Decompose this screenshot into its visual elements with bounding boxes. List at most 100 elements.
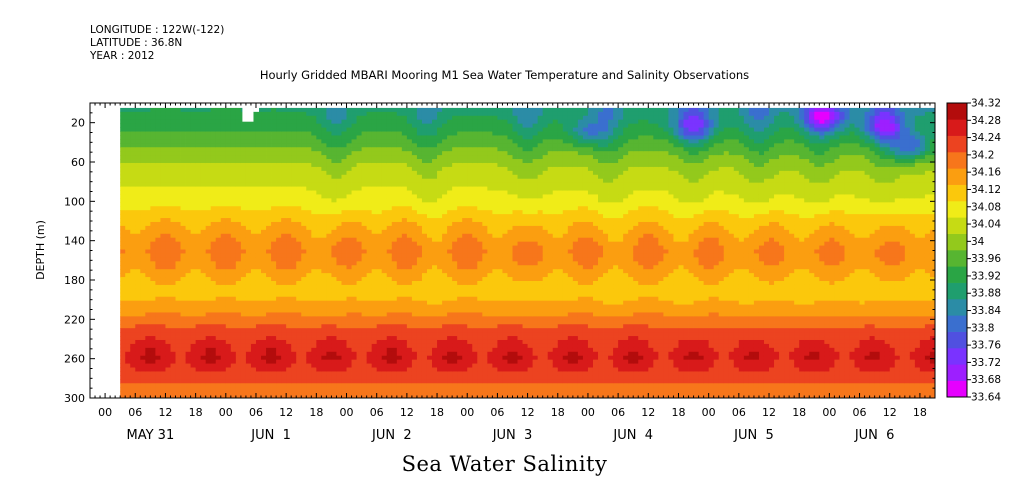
heatmap-cell xyxy=(401,249,408,254)
heatmap-cell xyxy=(135,202,141,207)
heatmap-cell xyxy=(416,147,423,152)
heatmap-cell xyxy=(195,375,202,380)
heatmap-cell xyxy=(396,379,403,384)
heatmap-cell xyxy=(386,320,393,325)
heatmap-cell xyxy=(255,371,262,376)
heatmap-cell xyxy=(426,280,433,286)
heatmap-cell xyxy=(346,202,352,207)
heatmap-cell xyxy=(286,221,292,227)
heatmap-cell xyxy=(140,115,146,121)
heatmap-cell xyxy=(235,347,242,353)
heatmap-cell xyxy=(361,182,368,187)
heatmap-cell xyxy=(331,225,337,231)
heatmap-cell xyxy=(311,139,317,144)
heatmap-cell xyxy=(245,379,252,384)
heatmap-cell xyxy=(326,111,332,117)
heatmap-cell xyxy=(200,359,207,364)
heatmap-cell xyxy=(240,265,247,270)
heatmap-cell xyxy=(376,387,383,392)
heatmap-cell xyxy=(185,277,191,282)
heatmap-cell xyxy=(371,214,378,219)
heatmap-cell xyxy=(351,159,357,164)
heatmap-cell xyxy=(366,284,373,290)
heatmap-cell xyxy=(220,233,227,239)
heatmap-cell xyxy=(426,225,433,231)
heatmap-cell xyxy=(130,332,136,337)
heatmap-cell xyxy=(301,269,307,274)
heatmap-cell xyxy=(376,273,383,278)
heatmap-cell xyxy=(351,316,357,321)
heatmap-cell xyxy=(371,316,378,321)
heatmap-cell xyxy=(296,296,302,302)
heatmap-cell xyxy=(180,336,186,341)
heatmap-cell xyxy=(160,371,166,376)
heatmap-cell xyxy=(220,300,227,305)
heatmap-cell xyxy=(140,383,146,388)
heatmap-cell xyxy=(140,265,146,270)
heatmap-cell xyxy=(286,391,292,396)
heatmap-cell xyxy=(391,194,398,199)
heatmap-cell xyxy=(316,107,322,113)
heatmap-cell xyxy=(220,131,227,136)
heatmap-cell xyxy=(401,218,408,223)
heatmap-cell xyxy=(401,292,408,298)
heatmap-cell xyxy=(426,296,433,302)
heatmap-cell xyxy=(316,210,322,215)
heatmap-cell xyxy=(381,284,388,290)
heatmap-cell xyxy=(235,273,242,278)
heatmap-cell xyxy=(281,225,287,231)
heatmap-cell xyxy=(230,351,237,357)
heatmap-cell xyxy=(301,131,307,136)
heatmap-cell xyxy=(316,135,322,140)
heatmap-cell xyxy=(391,257,398,262)
heatmap-cell xyxy=(366,221,373,227)
heatmap-cell xyxy=(361,190,368,195)
heatmap-cell xyxy=(326,328,332,333)
heatmap-cell xyxy=(180,273,186,278)
heatmap-cell xyxy=(371,135,378,140)
heatmap-cell xyxy=(271,332,277,337)
heatmap-cell xyxy=(170,225,176,231)
heatmap-cell xyxy=(240,379,247,384)
heatmap-cell xyxy=(356,107,363,113)
heatmap-cell xyxy=(381,194,388,199)
heatmap-cell xyxy=(240,273,247,278)
heatmap-cell xyxy=(200,214,207,219)
heatmap-cell xyxy=(381,210,388,215)
heatmap-cell xyxy=(447,308,453,313)
heatmap-cell xyxy=(135,284,141,290)
heatmap-cell xyxy=(306,296,312,302)
heatmap-cell xyxy=(416,336,423,341)
heatmap-cell xyxy=(351,225,357,231)
heatmap-cell xyxy=(356,115,363,121)
heatmap-cell xyxy=(130,139,136,144)
heatmap-cell xyxy=(341,343,347,349)
heatmap-cell xyxy=(321,159,327,164)
heatmap-cell xyxy=(210,123,217,128)
heatmap-cell xyxy=(261,371,267,376)
heatmap-cell xyxy=(381,257,388,262)
heatmap-cell xyxy=(341,206,347,211)
heatmap-cell xyxy=(311,225,317,231)
heatmap-cell xyxy=(150,332,156,337)
heatmap-cell xyxy=(316,359,322,364)
heatmap-cell xyxy=(306,336,312,341)
heatmap-cell xyxy=(150,218,156,223)
heatmap-cell xyxy=(150,131,156,136)
heatmap-cell xyxy=(195,151,202,156)
heatmap-cell xyxy=(130,182,136,187)
heatmap-cell xyxy=(175,119,181,125)
heatmap-cell xyxy=(421,198,428,203)
heatmap-cell xyxy=(125,115,131,121)
heatmap-cell xyxy=(220,288,227,294)
heatmap-cell xyxy=(447,371,453,376)
heatmap-cell xyxy=(130,347,136,353)
heatmap-cell xyxy=(421,288,428,294)
heatmap-cell xyxy=(381,174,388,180)
heatmap-cell xyxy=(235,159,242,164)
heatmap-cell xyxy=(175,249,181,254)
heatmap-cell xyxy=(356,139,363,144)
heatmap-cell xyxy=(245,214,252,219)
heatmap-cell xyxy=(175,170,181,176)
heatmap-cell xyxy=(210,159,217,164)
